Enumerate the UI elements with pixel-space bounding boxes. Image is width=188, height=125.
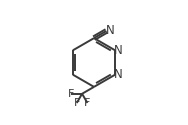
Text: F: F xyxy=(84,98,91,108)
Text: F: F xyxy=(68,89,75,99)
Text: N: N xyxy=(114,68,123,82)
Text: N: N xyxy=(114,44,123,57)
Text: F: F xyxy=(74,98,80,108)
Text: N: N xyxy=(106,24,114,37)
